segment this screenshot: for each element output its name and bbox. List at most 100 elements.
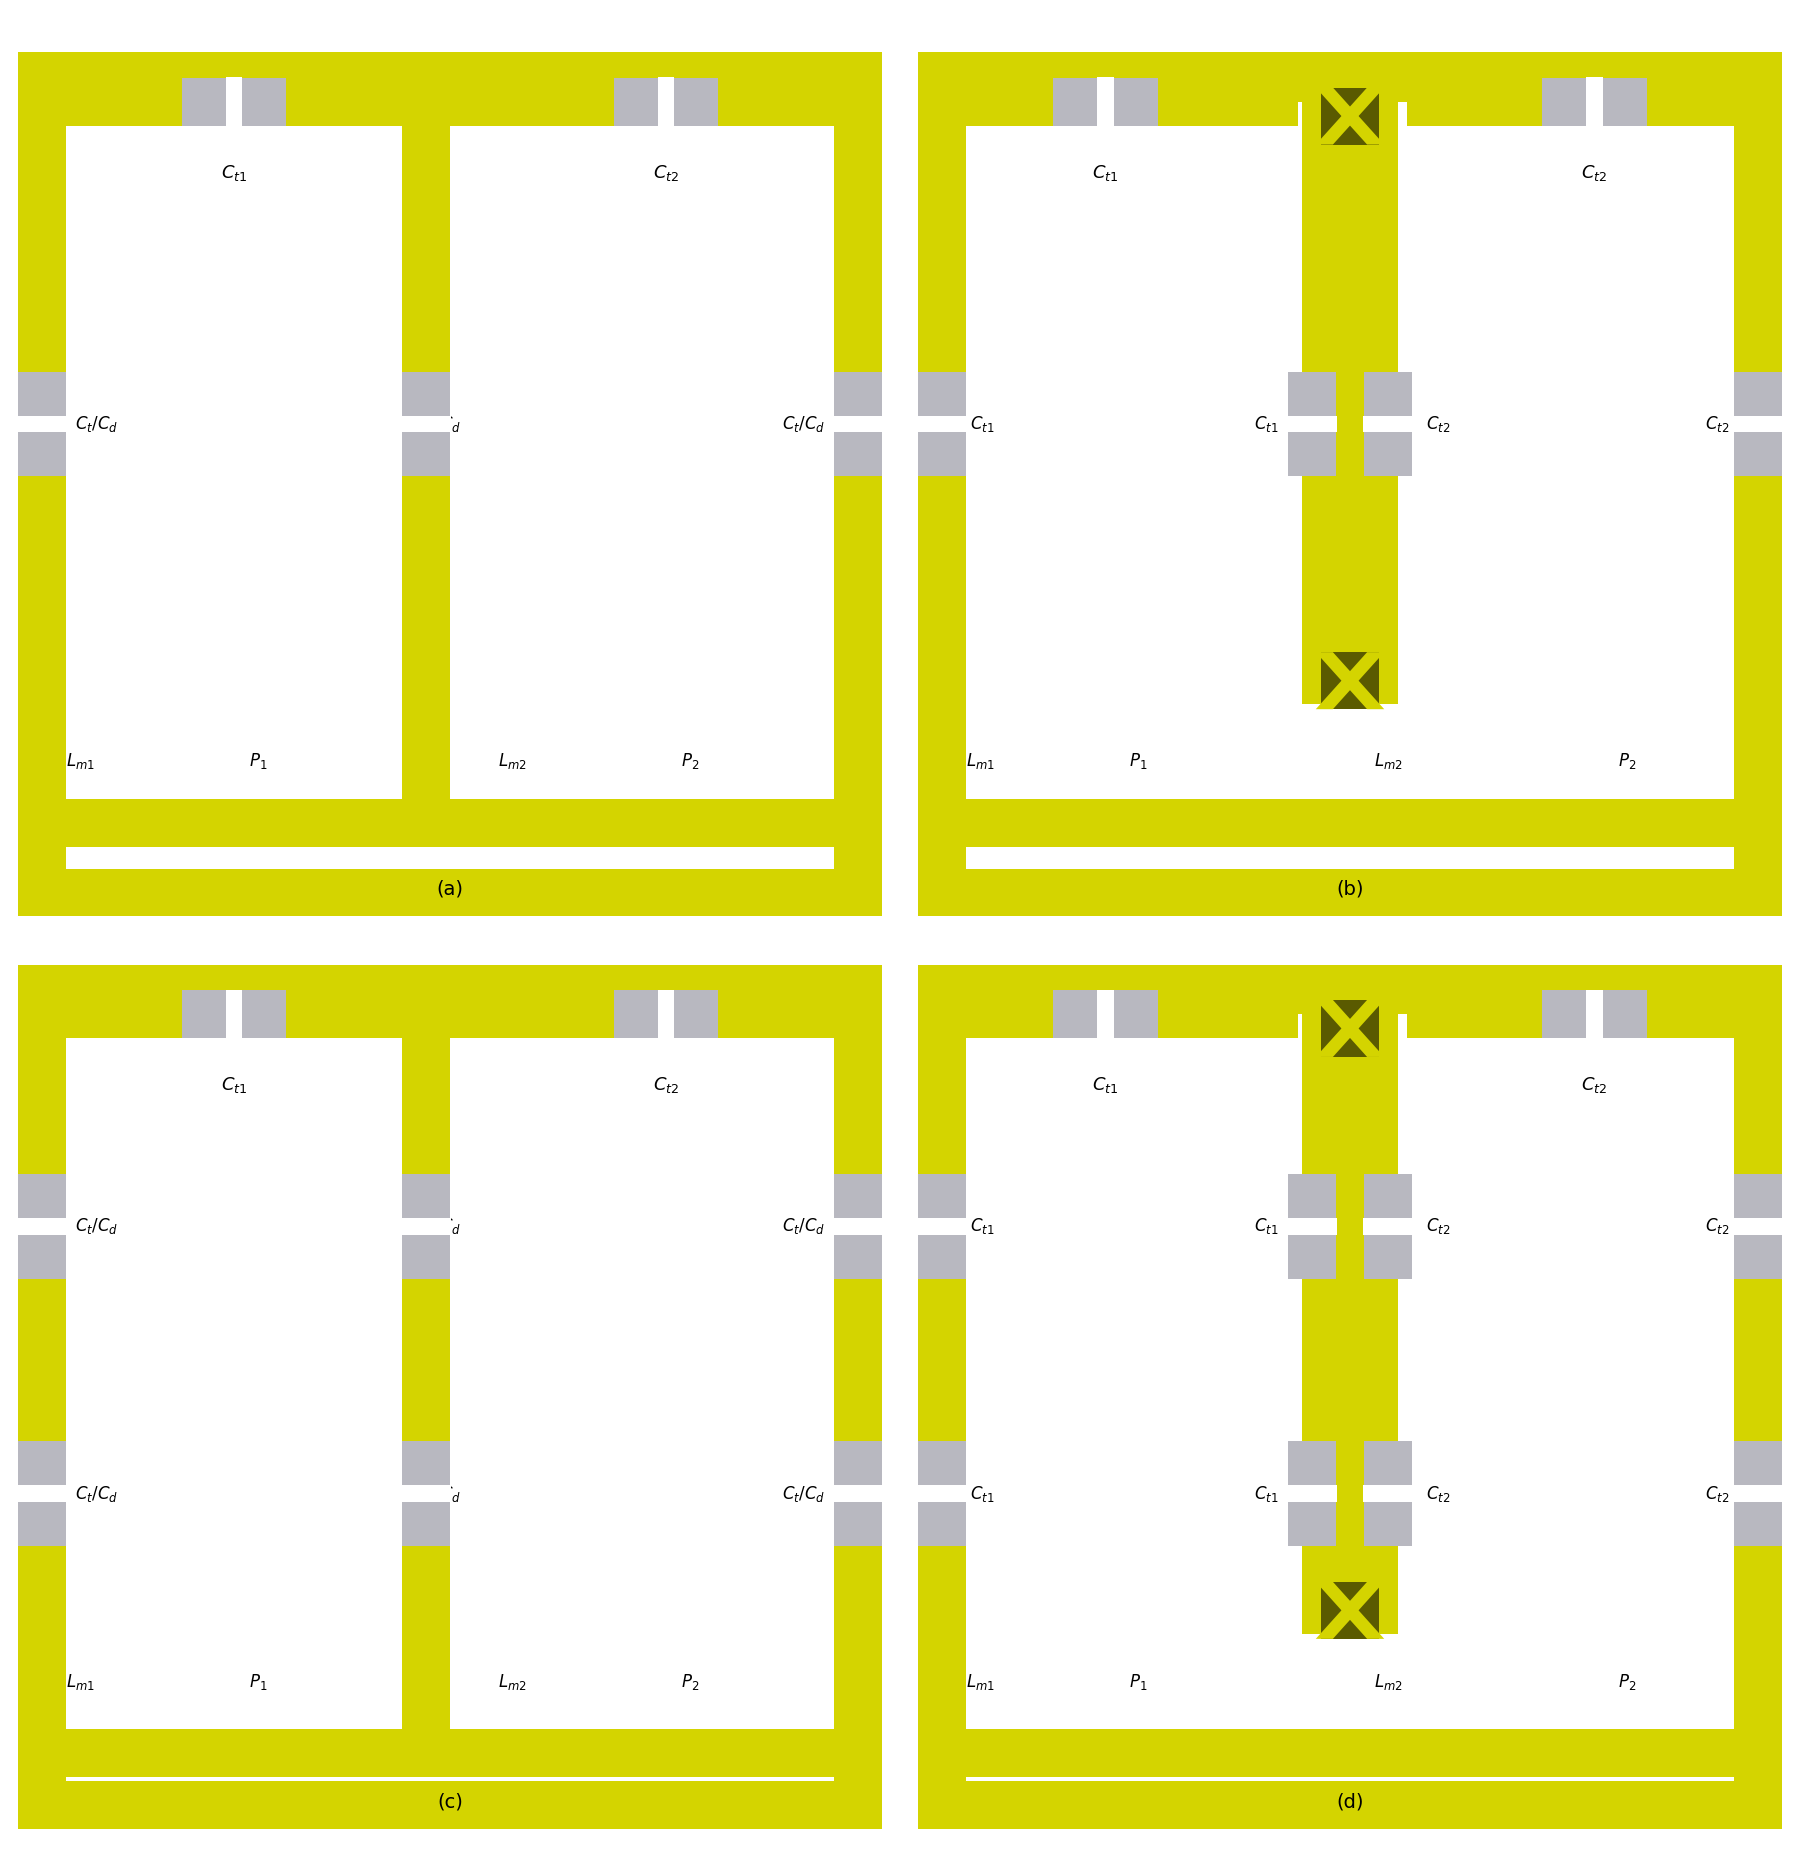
Bar xyxy=(497,1037,835,1730)
Text: $L_{m1}$: $L_{m1}$ xyxy=(65,752,94,771)
Bar xyxy=(1543,933,1647,957)
Text: $P_2$: $P_2$ xyxy=(680,752,700,771)
Bar xyxy=(18,1486,67,1503)
Bar xyxy=(450,799,882,847)
Bar xyxy=(218,957,232,994)
Text: $L_{m1}$: $L_{m1}$ xyxy=(65,1672,94,1691)
Bar xyxy=(965,125,1364,799)
Text: $C_{t1}$: $C_{t1}$ xyxy=(1093,1074,1120,1095)
Text: $P_2$: $P_2$ xyxy=(680,1672,700,1691)
Bar xyxy=(833,415,882,432)
Bar xyxy=(450,78,882,125)
Polygon shape xyxy=(1316,88,1384,145)
Text: $C_{t2}$: $C_{t2}$ xyxy=(1426,1216,1451,1236)
Bar xyxy=(1303,102,1350,704)
Bar xyxy=(1053,78,1157,125)
Bar xyxy=(1543,991,1647,1037)
Bar xyxy=(1735,1037,1782,1730)
Bar xyxy=(1053,933,1157,957)
Bar xyxy=(18,372,65,477)
Bar xyxy=(173,933,277,957)
Bar xyxy=(605,894,709,933)
Text: $C_d$: $C_d$ xyxy=(441,413,461,434)
Bar xyxy=(403,1175,450,1279)
Text: $C_t/C_d$: $C_t/C_d$ xyxy=(76,1216,119,1236)
Text: $L_{m1}$: $L_{m1}$ xyxy=(965,752,994,771)
Bar xyxy=(835,372,882,477)
Text: $P_1$: $P_1$ xyxy=(1129,1672,1148,1691)
Polygon shape xyxy=(1316,1000,1384,1058)
Text: $C_t/C_d$: $C_t/C_d$ xyxy=(781,1484,824,1504)
Bar xyxy=(918,125,965,799)
Bar xyxy=(918,78,1411,125)
Text: $L_{m2}$: $L_{m2}$ xyxy=(1373,1672,1402,1691)
Bar xyxy=(1289,1730,1782,1776)
Bar xyxy=(1624,933,1647,970)
Bar xyxy=(1543,78,1647,125)
Bar xyxy=(835,125,882,799)
Bar xyxy=(1289,1175,1336,1279)
Bar xyxy=(918,799,1411,847)
Bar xyxy=(918,991,1411,1037)
Bar xyxy=(650,957,664,994)
Text: $C_{t2}$: $C_{t2}$ xyxy=(1426,413,1451,434)
Bar xyxy=(1298,1015,1408,1635)
Bar xyxy=(1588,957,1602,994)
Text: $C_{t1}$: $C_{t1}$ xyxy=(970,413,995,434)
Bar xyxy=(1543,1825,1647,1862)
Bar xyxy=(173,1825,277,1862)
Bar xyxy=(1098,989,1114,1039)
Bar xyxy=(1735,1441,1782,1545)
Text: $P_1$: $P_1$ xyxy=(248,752,268,771)
Text: $C_d$: $C_d$ xyxy=(441,1484,461,1504)
Bar xyxy=(1733,415,1782,432)
Bar xyxy=(835,1175,882,1279)
Bar xyxy=(1289,1037,1336,1730)
Text: $C_{t2}$: $C_{t2}$ xyxy=(1705,413,1730,434)
Bar xyxy=(1364,1037,1411,1730)
Bar xyxy=(918,1486,967,1503)
Bar xyxy=(182,78,286,125)
Bar xyxy=(650,933,664,957)
Bar xyxy=(401,415,450,432)
Bar xyxy=(18,1441,65,1545)
Bar xyxy=(173,894,277,933)
Bar xyxy=(218,933,232,957)
Bar xyxy=(833,1486,882,1503)
Text: (d): (d) xyxy=(1336,1793,1364,1812)
Bar xyxy=(614,991,718,1037)
Bar xyxy=(182,991,286,1037)
Text: $C_{t2}$: $C_{t2}$ xyxy=(1705,1484,1730,1504)
Bar xyxy=(918,1037,965,1730)
Bar xyxy=(1733,1486,1782,1503)
Bar xyxy=(1053,933,1076,970)
Bar xyxy=(1053,1825,1157,1862)
Bar xyxy=(65,1013,835,1780)
Bar xyxy=(1289,1441,1336,1545)
Bar xyxy=(614,78,718,125)
Bar xyxy=(403,78,450,847)
Bar xyxy=(1586,989,1602,1039)
Bar xyxy=(1289,991,1782,1037)
Bar xyxy=(1321,1583,1379,1639)
Bar xyxy=(18,1175,65,1279)
Bar xyxy=(403,78,450,847)
Bar xyxy=(1134,933,1157,970)
Bar xyxy=(18,1730,450,1776)
Bar xyxy=(18,125,65,799)
Bar xyxy=(1098,76,1114,127)
Text: $C_{t1}$: $C_{t1}$ xyxy=(221,162,247,182)
Bar xyxy=(1287,1218,1337,1235)
Text: (b): (b) xyxy=(1336,881,1364,899)
Bar xyxy=(833,1218,882,1235)
Bar xyxy=(403,1441,450,1545)
Text: $P_2$: $P_2$ xyxy=(1618,1672,1636,1691)
Bar xyxy=(1336,125,1735,799)
Bar xyxy=(65,125,403,799)
Bar xyxy=(1350,102,1397,704)
Bar xyxy=(403,991,450,1776)
Bar xyxy=(1363,1486,1413,1503)
Bar xyxy=(835,1037,882,1730)
Bar xyxy=(403,372,450,477)
Bar xyxy=(1289,799,1782,847)
